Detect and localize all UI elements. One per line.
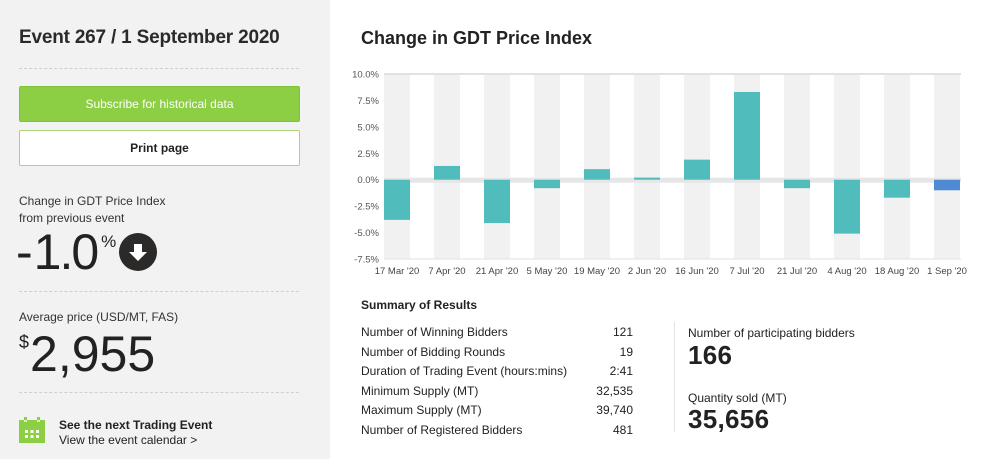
column-band [934,75,960,259]
bar[interactable] [734,91,760,180]
x-tick-label: 19 May '20 [574,266,620,277]
bar[interactable] [584,169,610,180]
column-band [634,75,660,259]
currency-symbol: $ [19,332,30,352]
summary-row: Number of Winning Bidders 121 [361,325,633,339]
x-tick-label: 18 Aug '20 [875,266,920,277]
main-panel: Change in GDT Price Index 10.0% 7.5% 5.0% 2… [330,0,1000,459]
summary-label: Duration of Trading Event (hours:mins) [361,364,568,378]
participating-bidders-label: Number of participating bidders [688,326,855,340]
summary-value: 481 [612,423,633,437]
bar[interactable] [484,179,510,224]
column-band [534,75,560,259]
x-tick-label: 4 Aug '20 [827,266,866,277]
divider [19,392,299,393]
bars [384,91,960,234]
bar[interactable] [934,179,960,191]
summary-label: Number of Bidding Rounds [361,345,506,359]
column-band [784,75,810,259]
bar[interactable] [834,179,860,234]
x-tick-label: 16 Jun '20 [675,266,719,277]
arrow-down-circle-icon [119,233,158,271]
x-tick-label: 21 Jul '20 [777,266,817,277]
y-tick-label: 5.0% [357,122,379,133]
divider [19,68,299,69]
x-tick-label: 17 Mar '20 [375,266,420,277]
stats-divider [674,322,675,432]
bar[interactable] [534,179,560,189]
calendar-icon[interactable] [19,417,45,443]
bar[interactable] [684,159,710,180]
change-label: Change in GDT Price Index from previous … [19,193,219,227]
change-label-line2: from previous event [19,211,125,225]
x-tick-label: 1 Sep '20 [927,266,967,277]
x-tick-label: 7 Apr '20 [428,266,465,277]
change-value: - 1.0 % [16,224,158,280]
zero-line [384,177,961,183]
summary-value: 39,740 [596,403,633,417]
bar[interactable] [784,179,810,189]
bar[interactable] [634,177,660,180]
column-bands [384,73,961,260]
column-band [584,75,610,259]
bar[interactable] [434,165,460,180]
divider [19,291,299,292]
x-tick-label: 2 Jun '20 [628,266,666,277]
avg-price-value: $ 2,955 [19,326,155,382]
y-tick-label: 7.5% [357,96,379,107]
avg-price-label: Average price (USD/MT, FAS) [19,310,179,324]
left-panel: Event 267 / 1 September 2020 Subscribe f… [0,0,330,459]
y-tick-label: -5.0% [354,228,379,239]
next-event-title: See the next Trading Event [59,418,213,432]
column-band [384,75,410,259]
y-tick-label: 10.0% [352,70,379,81]
summary-value: 121 [612,325,633,339]
change-sign: - [16,224,33,280]
participating-bidders-value: 166 [688,340,733,370]
y-tick-label: 2.5% [357,149,379,160]
bar[interactable] [884,179,910,198]
column-band [884,75,910,259]
summary-row: Minimum Supply (MT) 32,535 [361,384,633,398]
y-tick-label: 0.0% [357,175,379,186]
summary-row: Maximum Supply (MT) 39,740 [361,403,633,417]
price-index-chart: 10.0% 7.5% 5.0% 2.5% 0.0% -2.5% -5.0% -7.5% 17 … [352,70,967,278]
summary-title: Summary of Results [361,298,478,312]
change-number: 1.0 [33,224,100,280]
quantity-sold-label: Quantity sold (MT) [688,391,787,405]
quantity-sold-value: 35,656 [688,404,770,434]
summary-value: 32,535 [596,384,633,398]
event-title: Event 267 / 1 September 2020 [19,27,280,48]
subscribe-button[interactable]: Subscribe for historical data [19,86,300,122]
summary-row: Number of Bidding Rounds 19 [361,345,633,359]
summary-row: Number of Registered Bidders 481 [361,423,633,437]
summary-label: Number of Registered Bidders [361,423,523,437]
print-page-button[interactable]: Print page [19,130,300,166]
summary-label: Maximum Supply (MT) [361,403,482,417]
column-band [484,75,510,259]
summary-value: 2:41 [609,364,633,378]
y-axis-ticks: 10.0% 7.5% 5.0% 2.5% 0.0% -2.5% -5.0% -7.5% [352,70,379,266]
change-label-line1: Change in GDT Price Index [19,194,166,208]
x-tick-label: 7 Jul '20 [729,266,764,277]
x-tick-label: 5 May '20 [527,266,568,277]
x-axis-ticks: 17 Mar '20 7 Apr '20 21 Apr '20 5 May '20 19… [375,266,967,277]
x-tick-label: 21 Apr '20 [476,266,519,277]
chart-title: Change in GDT Price Index [361,28,593,48]
summary-value: 19 [619,345,633,359]
y-tick-label: -2.5% [354,202,379,213]
summary-label: Number of Winning Bidders [361,325,508,339]
event-calendar-link[interactable]: View the event calendar > [59,433,198,447]
change-unit: % [101,232,117,251]
summary-label: Minimum Supply (MT) [361,384,479,398]
y-tick-label: -7.5% [354,255,379,266]
summary-row: Duration of Trading Event (hours:mins) 2… [361,364,633,378]
bar[interactable] [384,179,410,220]
avg-price-number: 2,955 [30,326,156,382]
